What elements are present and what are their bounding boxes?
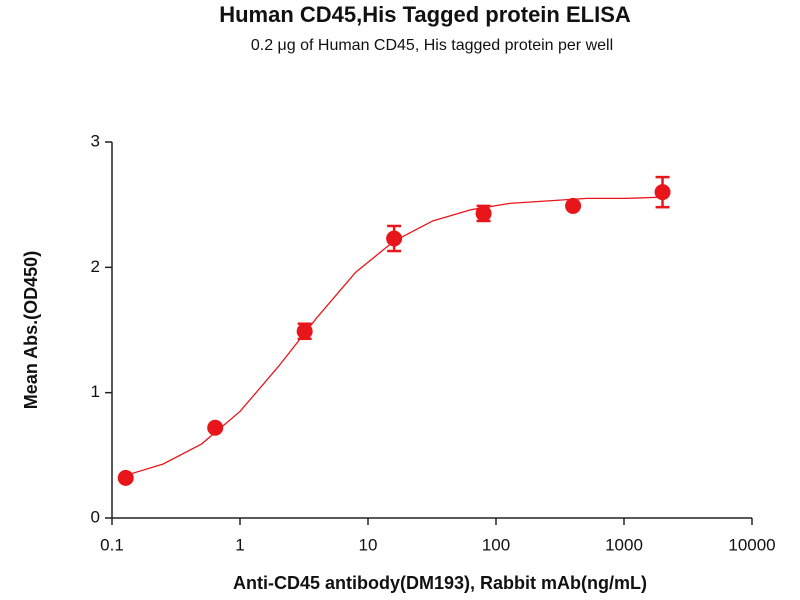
- data-point: [386, 230, 403, 247]
- data-point: [296, 323, 313, 340]
- chart-title: Human CD45,His Tagged protein ELISA: [219, 2, 631, 27]
- data-point: [475, 205, 492, 222]
- x-tick-label: 1: [235, 535, 244, 554]
- x-tick-label: 10: [359, 535, 378, 554]
- x-axis-title: Anti-CD45 antibody(DM193), Rabbit mAb(ng…: [233, 573, 647, 593]
- x-tick-label: 100: [482, 535, 510, 554]
- chart-subtitle: 0.2 μg of Human CD45, His tagged protein…: [251, 37, 613, 54]
- y-axis-title: Mean Abs.(OD450): [21, 251, 41, 409]
- data-point: [565, 197, 582, 214]
- x-tick-label: 0.1: [100, 535, 124, 554]
- y-tick-label: 3: [91, 131, 100, 150]
- data-point: [117, 469, 134, 486]
- x-tick-label: 10000: [728, 535, 775, 554]
- y-tick-label: 2: [91, 257, 100, 276]
- y-tick-label: 1: [91, 382, 100, 401]
- y-tick-label: 0: [91, 507, 100, 526]
- data-point: [654, 184, 671, 201]
- data-point: [207, 419, 224, 436]
- x-tick-label: 1000: [605, 535, 643, 554]
